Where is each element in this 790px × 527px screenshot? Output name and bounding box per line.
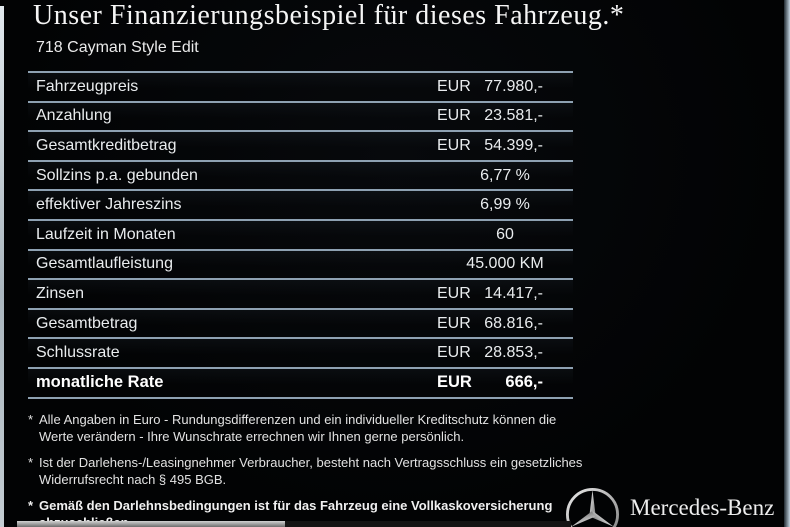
row-currency: EUR [437, 136, 471, 154]
footnote-marker: * [28, 455, 34, 470]
brand-wordmark: Mercedes-Benz [630, 495, 775, 520]
row-label: Gesamtbetrag [36, 314, 138, 332]
row-label: Laufzeit in Monaten [36, 225, 176, 243]
row-amount: 60 [496, 225, 514, 243]
footnote: * Alle Angaben in Euro - Rundungsdiffere… [28, 411, 588, 445]
mercedes-star-icon [564, 486, 621, 527]
partially-visible-bottom-element-dark [285, 521, 571, 527]
right-edge-strip [784, 0, 790, 527]
table-row: Gesamtkreditbetrag EUR 54.399,- [28, 130, 573, 160]
footnote-text: Ist der Darlehens-/Leasingnehmer Verbrau… [39, 455, 583, 487]
row-value: EUR 28.853,- [437, 344, 573, 362]
footnote: * Ist der Darlehens-/Leasingnehmer Verbr… [28, 454, 588, 488]
row-amount: 666,- [505, 373, 543, 392]
row-value: EUR 14.417,- [437, 285, 573, 303]
row-value: EUR 23.581,- [437, 107, 573, 125]
footnotes: * Alle Angaben in Euro - Rundungsdiffere… [28, 411, 588, 527]
row-label: Sollzins p.a. gebunden [36, 166, 198, 184]
row-label: monatliche Rate [36, 373, 164, 392]
row-label: Schlussrate [36, 344, 120, 362]
table-row: Gesamtlaufleistung 45.000 KM [28, 248, 573, 279]
row-currency: EUR [437, 77, 471, 95]
row-label: Gesamtlaufleistung [36, 255, 173, 273]
row-value: 60 [437, 226, 573, 244]
row-amount: 6,99 % [480, 196, 530, 214]
vehicle-model: 718 Cayman Style Edit [36, 39, 199, 56]
row-amount: 14.417,- [484, 284, 543, 302]
page-title: Unser Finanzierungsbeispiel für dieses F… [33, 0, 625, 31]
row-amount: 23.581,- [484, 107, 543, 125]
row-label: Fahrzeugpreis [36, 77, 139, 95]
row-label: Anzahlung [36, 107, 112, 125]
row-value: EUR 666,- [437, 373, 573, 392]
table-row: Zinsen EUR 14.417,- [28, 278, 573, 308]
row-amount: 54.399,- [484, 136, 543, 154]
row-currency: EUR [437, 107, 471, 125]
row-value: 6,99 % [437, 196, 573, 214]
row-value: EUR 77.980,- [437, 78, 573, 96]
row-value: 45.000 KM [437, 255, 573, 273]
row-amount: 68.816,- [484, 314, 543, 332]
row-label: Zinsen [36, 284, 85, 302]
footnote-text: Alle Angaben in Euro - Rundungsdifferenz… [39, 412, 557, 444]
table-row: Sollzins p.a. gebunden 6,77 % [28, 159, 573, 190]
table-row: Laufzeit in Monaten 60 [28, 218, 573, 249]
table-row: effektiver Jahreszins 6,99 % [28, 189, 573, 219]
row-currency: EUR [437, 344, 471, 362]
footnote-marker: * [28, 412, 34, 427]
row-amount: 45.000 KM [466, 255, 544, 273]
table-row: Fahrzeugpreis EUR 77.980,- [28, 71, 573, 101]
table-row: Schlussrate EUR 28.853,- [28, 337, 573, 367]
footnote-marker: * [28, 498, 34, 513]
table-row: monatliche Rate EUR 666,- [28, 366, 573, 397]
row-amount: 6,77 % [480, 166, 530, 184]
row-currency: EUR [437, 284, 471, 302]
table-row: Gesamtbetrag EUR 68.816,- [28, 307, 573, 338]
table-row: Anzahlung EUR 23.581,- [28, 100, 573, 131]
row-value: EUR 54.399,- [437, 137, 573, 155]
row-currency: EUR [437, 373, 472, 392]
row-amount: 28.853,- [484, 344, 543, 362]
finance-table: Fahrzeugpreis EUR 77.980,- Anzahlung EUR… [28, 71, 573, 399]
row-amount: 77.980,- [484, 77, 543, 95]
row-label: Gesamtkreditbetrag [36, 136, 177, 154]
row-value: EUR 68.816,- [437, 315, 573, 333]
left-edge-strip [0, 6, 4, 527]
row-currency: EUR [437, 314, 471, 332]
partially-visible-bottom-element [17, 521, 285, 527]
row-label: effektiver Jahreszins [36, 196, 182, 214]
row-value: 6,77 % [437, 167, 573, 185]
